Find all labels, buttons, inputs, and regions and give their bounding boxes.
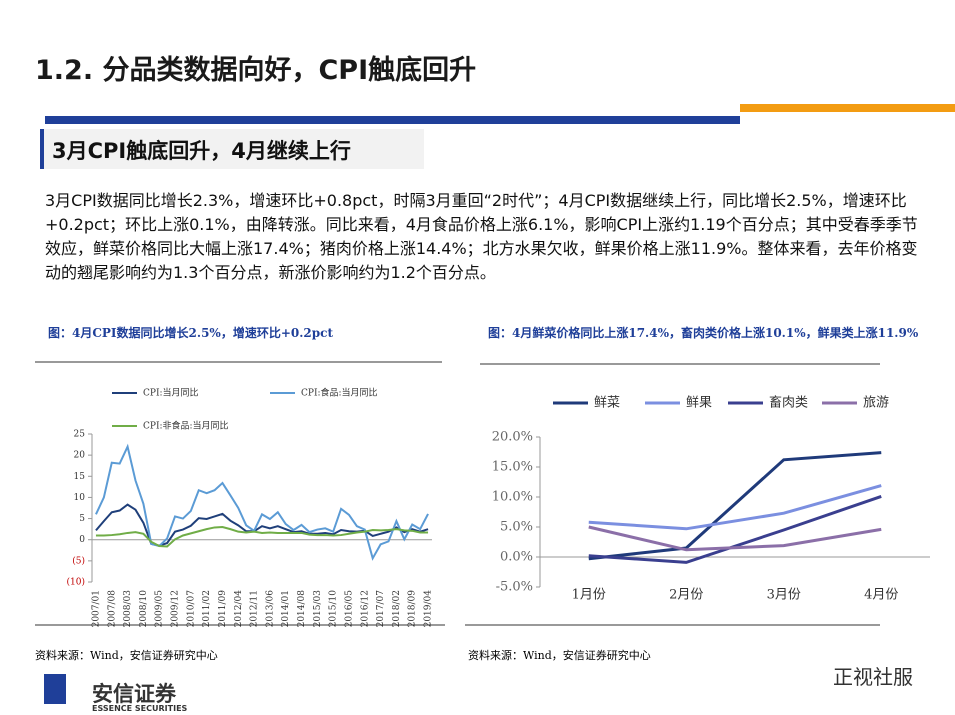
x-tick-label: 2014/08 — [297, 590, 307, 628]
figure-caption: 图：4月CPI数据同比增长2.5%，增速环比+0.2pct — [48, 326, 333, 340]
legend-label: CPI:食品:当月同比 — [301, 387, 378, 399]
y-tick-label: 20 — [74, 451, 86, 461]
legend-label: CPI:非食品:当月同比 — [143, 420, 229, 432]
subtitle: 3月CPI触底回升，4月继续上行 — [52, 139, 351, 163]
y-tick-label: 0.0% — [500, 550, 533, 565]
y-tick-label: 20.0% — [492, 430, 533, 445]
x-tick-label: 2012/04 — [234, 590, 244, 628]
legend-label: 鲜果 — [686, 396, 712, 411]
subtitle-box — [40, 129, 424, 169]
x-tick-label: 2008/10 — [139, 590, 149, 628]
y-tick-label: 0 — [79, 535, 85, 545]
y-tick-label: 15 — [74, 472, 86, 482]
x-tick-label: 2013/06 — [265, 590, 275, 628]
legend-label: 畜肉类 — [769, 395, 808, 411]
x-tick-label: 4月份 — [864, 588, 898, 603]
y-tick-label: 15.0% — [492, 460, 533, 475]
series-line — [588, 484, 882, 531]
series-line — [95, 526, 429, 548]
x-tick-label: 3月份 — [767, 588, 801, 603]
source-note: 资料来源：Wind，安信证券研究中心 — [468, 649, 651, 662]
logo-text: 安信证券 — [92, 682, 176, 706]
x-tick-label: 2016/05 — [344, 590, 354, 628]
x-tick-label: 2011/02 — [202, 590, 212, 627]
x-tick-label: 2007/01 — [91, 590, 101, 627]
title-bar — [45, 116, 740, 124]
x-tick-label: 2019/04 — [424, 590, 434, 628]
x-tick-label: 2011/09 — [218, 590, 228, 628]
x-tick-label: 2016/12 — [360, 590, 370, 627]
legend-label: 旅游 — [863, 396, 889, 411]
x-tick-label: 2010/07 — [186, 590, 196, 628]
y-tick-label: 5.0% — [500, 520, 533, 535]
x-tick-label: 2018/09 — [408, 590, 418, 628]
accent-bar — [740, 104, 955, 112]
watermark: 正视社服 — [833, 665, 913, 689]
y-tick-label: 10.0% — [492, 490, 533, 505]
x-tick-label: 2015/10 — [329, 590, 339, 628]
y-tick-label: 10 — [74, 493, 86, 503]
series-line — [95, 443, 429, 561]
series-line — [588, 451, 882, 561]
x-tick-label: 2014/01 — [281, 590, 291, 627]
x-tick-label: 2月份 — [669, 588, 703, 603]
x-tick-label: 2017/07 — [376, 590, 386, 628]
y-tick-label: -5.0% — [496, 580, 533, 595]
x-tick-label: 2015/03 — [313, 590, 323, 628]
logo-mark — [44, 674, 66, 704]
x-tick-label: 2008/03 — [123, 590, 133, 628]
x-tick-label: 2009/12 — [171, 590, 181, 627]
x-tick-label: 2007/08 — [107, 590, 117, 628]
y-tick-label: 25 — [74, 430, 86, 440]
figure-caption: 图：4月鲜菜价格同比上涨17.4%，畜肉类价格上涨10.1%，鲜果类上涨11.9… — [488, 326, 919, 340]
source-note: 资料来源：Wind，安信证券研究中心 — [35, 649, 218, 662]
x-tick-label: 1月份 — [572, 588, 606, 603]
legend-label: CPI:当月同比 — [143, 387, 199, 399]
y-tick-label: (5) — [72, 555, 85, 566]
legend-label: 鲜菜 — [594, 396, 620, 411]
series-line — [588, 525, 882, 552]
logo-subtext: ESSENCE SECURITIES — [92, 704, 188, 713]
x-tick-label: 2018/02 — [392, 590, 402, 627]
y-tick-label: 5 — [79, 514, 85, 524]
x-tick-label: 2009/05 — [155, 590, 165, 628]
body-text: 3月CPI数据同比增长2.3%，增速环比+0.8pct，时隔3月重回“2时代”；… — [45, 191, 918, 282]
slide-title: 1.2. 分品类数据向好，CPI触底回升 — [35, 55, 477, 86]
x-tick-label: 2012/11 — [250, 590, 260, 627]
y-tick-label: (10) — [67, 577, 85, 588]
